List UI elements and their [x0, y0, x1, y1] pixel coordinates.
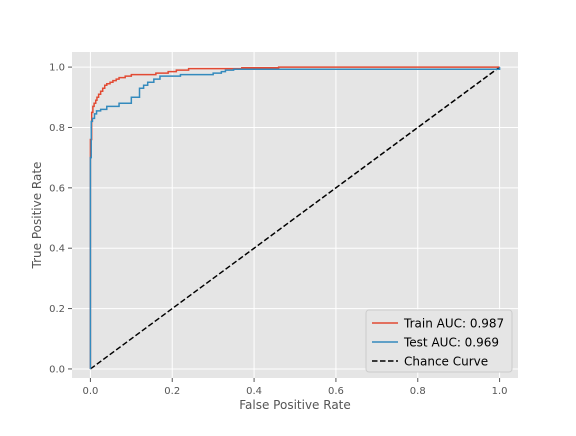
x-tick-label: 0.2 [164, 386, 180, 397]
series-lines [89, 66, 501, 370]
legend: Train AUC: 0.987 Test AUC: 0.969 Chance Cu… [365, 309, 513, 373]
x-axis-label: False Positive Rate [239, 398, 351, 412]
y-tick-label: 1.0 [49, 63, 65, 74]
series-line-test-auc [89, 67, 501, 369]
y-tick-label: 0.0 [49, 364, 65, 375]
x-tick-label: 1.0 [492, 386, 508, 397]
y-axis-label: True Positive Rate [30, 162, 44, 270]
x-tick-label: 0.4 [246, 386, 262, 397]
legend-box [365, 309, 513, 373]
x-tick-label: 0.0 [82, 386, 98, 397]
grid-lines [72, 52, 518, 378]
x-tick-label: 0.6 [328, 386, 344, 397]
series-line-chance-curve [89, 66, 501, 370]
y-tick-label: 0.4 [49, 244, 65, 255]
axis-ticks: 0.0 0.2 0.4 0.6 0.8 1.0 0.0 0.2 0.4 0.6 0.8 1.0 [49, 63, 507, 397]
legend-label: Chance Curve [404, 355, 488, 369]
legend-label: Train AUC: 0.987 [403, 317, 504, 331]
y-tick-label: 0.6 [49, 183, 65, 194]
y-tick-label: 0.2 [49, 304, 65, 315]
legend-label: Test AUC: 0.969 [403, 336, 499, 350]
x-tick-label: 0.8 [410, 386, 426, 397]
y-tick-label: 0.8 [49, 123, 65, 134]
series-line-train-auc [89, 66, 500, 369]
